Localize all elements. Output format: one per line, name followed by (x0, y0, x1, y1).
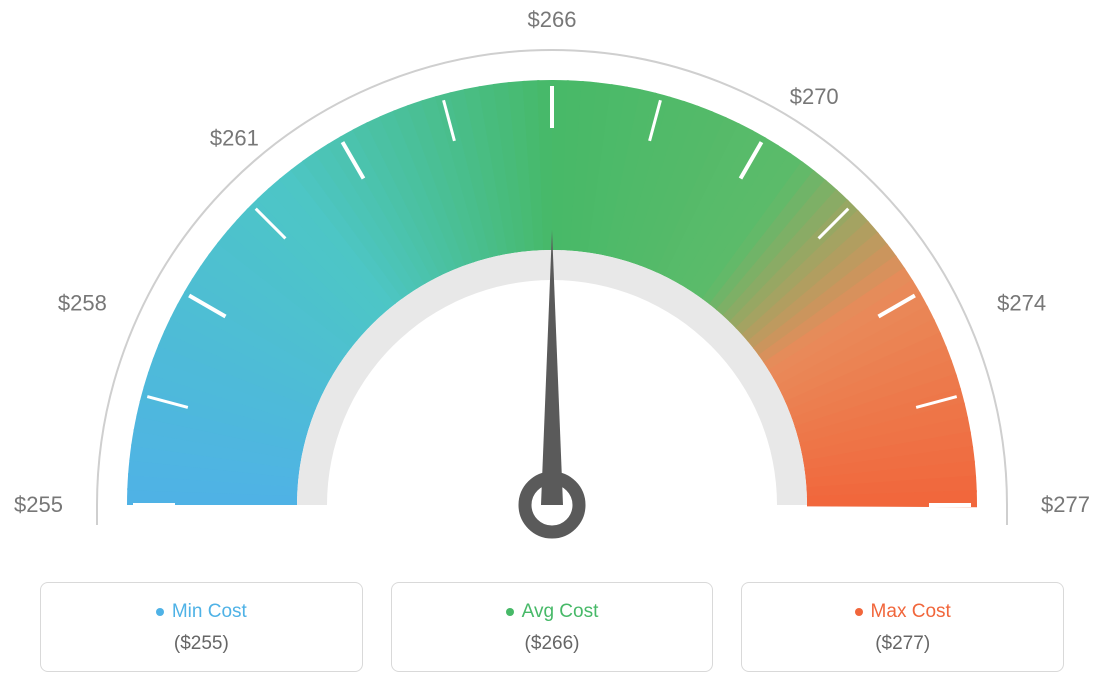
legend-title-max: Max Cost (855, 601, 951, 623)
gauge-tick-label: $258 (58, 291, 107, 316)
cost-gauge: $255 $258 $261 $266 $270 $274 $277 (0, 0, 1104, 560)
gauge-tick-label: $255 (14, 492, 63, 517)
gauge-tick-label: $270 (790, 84, 839, 109)
gauge-tick-label: $277 (1041, 492, 1090, 517)
gauge-svg: $255 $258 $261 $266 $270 $274 $277 (0, 0, 1104, 560)
gauge-tick-label: $261 (210, 125, 259, 150)
dot-icon (506, 608, 514, 616)
dot-icon (855, 608, 863, 616)
legend-title-min: Min Cost (156, 601, 247, 623)
legend-value: ($255) (51, 633, 352, 655)
legend-card-avg: Avg Cost ($266) (391, 582, 714, 672)
legend-label: Max Cost (871, 601, 951, 623)
dot-icon (156, 608, 164, 616)
legend-value: ($266) (402, 633, 703, 655)
gauge-tick-label: $274 (997, 291, 1046, 316)
legend-value: ($277) (752, 633, 1053, 655)
legend-label: Min Cost (172, 601, 247, 623)
legend-title-avg: Avg Cost (506, 601, 599, 623)
legend-label: Avg Cost (522, 601, 599, 623)
legend-card-max: Max Cost ($277) (741, 582, 1064, 672)
legend-card-min: Min Cost ($255) (40, 582, 363, 672)
gauge-tick-label: $266 (528, 7, 577, 32)
legend-row: Min Cost ($255) Avg Cost ($266) Max Cost… (40, 582, 1064, 672)
